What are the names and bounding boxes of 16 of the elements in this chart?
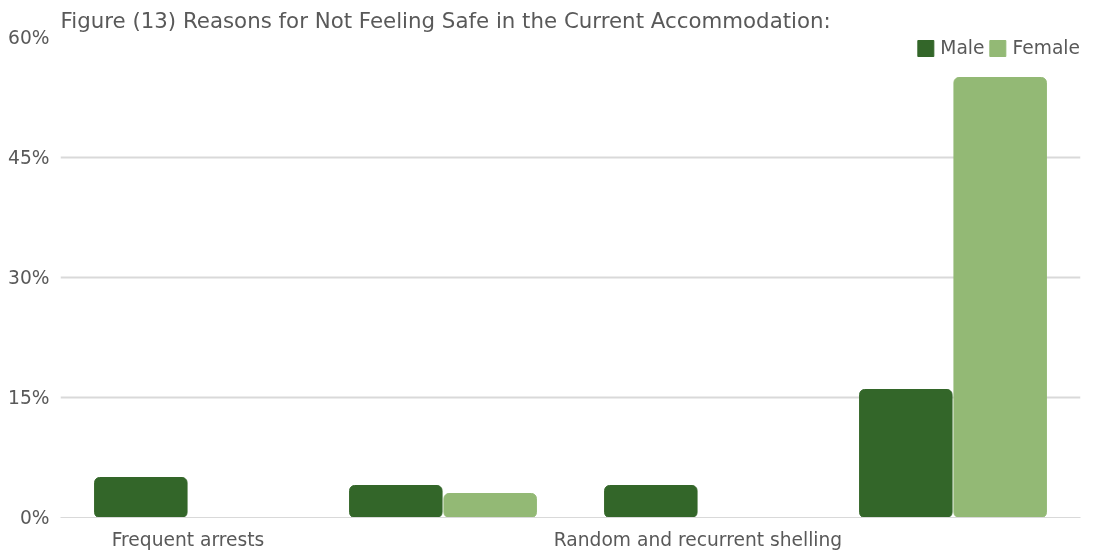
bar — [443, 493, 537, 518]
chart-title: Figure (13) Reasons for Not Feeling Safe in the Current Accommodation: — [60, 7, 831, 33]
legend-label: Male — [940, 37, 985, 58]
y-tick-label: 60% — [8, 27, 50, 48]
y-tick-label: 30% — [8, 267, 50, 288]
bar — [953, 77, 1047, 518]
bar — [604, 485, 698, 518]
y-tick-label: 45% — [8, 147, 50, 168]
y-tick-label: 0% — [19, 507, 50, 528]
bar — [94, 477, 188, 518]
x-tick-label: Frequent arrests — [111, 528, 265, 550]
x-tick-label: Random and recurrent shelling — [553, 528, 843, 550]
y-tick-label: 15% — [8, 387, 50, 408]
bar — [349, 485, 443, 518]
bar — [859, 389, 953, 518]
legend-label: Female — [1012, 37, 1080, 58]
